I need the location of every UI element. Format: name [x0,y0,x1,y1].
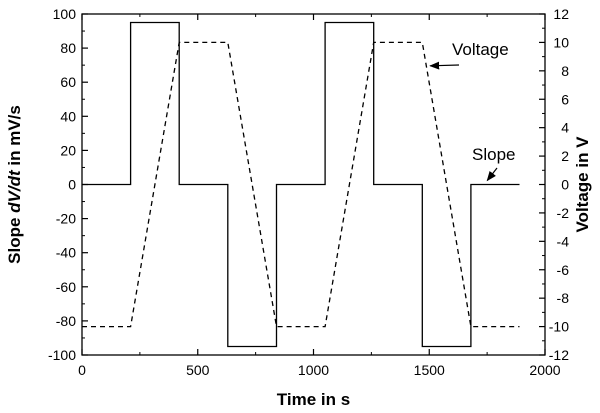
annotation-voltage: Voltage [452,40,509,59]
y-right-tick-label: 10 [553,34,569,50]
y-right-tick-label: 2 [561,148,569,164]
x-tick-label: 0 [78,362,86,378]
y-left-tick-label: 100 [53,6,77,22]
y-right-tick-label: -2 [557,205,570,221]
y-left-tick-label: -40 [56,245,76,261]
tick-labels: 0 500 1000 1500 2000-100-80-60-40-2002040608… [48,6,569,378]
x-tick-label: 1000 [298,362,329,378]
y-right-tick-label: -6 [557,262,570,278]
y-left-tick-label: -60 [56,279,76,295]
y-axis-left-title-post: in mV/s [5,105,24,170]
y-left-tick-label: -20 [56,211,76,227]
y-right-tick-label: -10 [549,319,569,335]
y-left-tick-label: -80 [56,313,76,329]
plot-area [82,21,520,348]
x-tick-label: 1500 [414,362,445,378]
x-tick-label: 500 [186,362,210,378]
ticks [81,13,546,356]
y-right-tick-label: -8 [557,290,570,306]
series-line-slope [82,21,520,348]
y-axis-left-title-italic: dV/dt [5,169,24,213]
annotation-slope: Slope [472,145,515,164]
annotations: Voltage Slope [429,40,515,182]
y-right-tick-label: -4 [557,233,570,249]
y-right-tick-label: 8 [561,63,569,79]
annotation-arrow-voltage [429,61,460,70]
y-left-tick-label: -100 [48,347,76,363]
y-right-tick-label: 6 [561,91,569,107]
y-left-tick-label: 80 [60,40,76,56]
y-axis-left-title-pre: Slope [5,213,24,264]
series-line-voltage [82,41,520,328]
y-left-tick-label: 40 [60,108,76,124]
y-left-tick-label: 60 [60,74,76,90]
y-left-tick-label: 20 [60,142,76,158]
y-axis-left-title: Slope dV/dt in mV/s [5,105,24,264]
y-right-tick-label: 4 [561,120,569,136]
y-left-tick-label: 0 [68,177,76,193]
x-axis-title: Time in s [277,390,350,409]
y-axis-right-title: Voltage in V [573,136,592,233]
annotation-arrow-slope [486,167,498,182]
y-right-tick-label: 0 [561,177,569,193]
x-tick-label: 2000 [529,362,560,378]
y-right-tick-label: 12 [553,6,569,22]
y-right-tick-label: -12 [549,347,569,363]
